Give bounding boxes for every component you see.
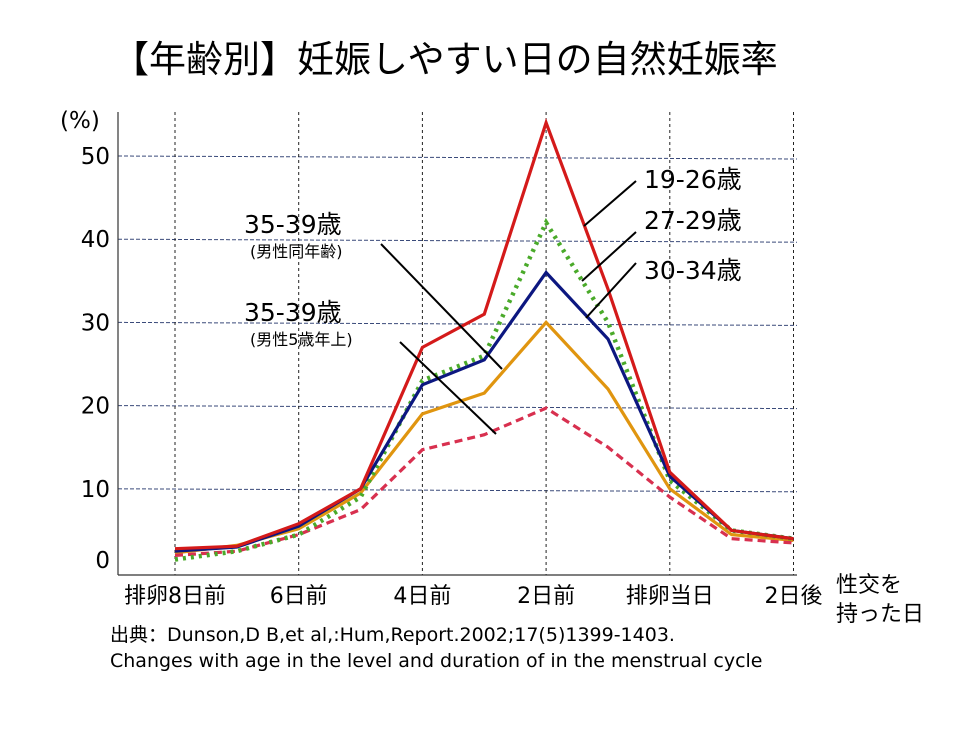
source-line2: Changes with age in the level and durati… [110, 650, 763, 672]
series-sublabel-3: (男性同年齢) [250, 242, 343, 261]
gridline-y-50 [117, 155, 798, 160]
y-tick-0: 0 [95, 548, 110, 574]
x-tick-0: 排卵8日前 [124, 584, 226, 609]
leader-2 [585, 262, 637, 319]
leader-1 [581, 231, 637, 282]
series-lines [174, 117, 794, 562]
series-sublabel-4: (男性5歳年上) [250, 330, 353, 349]
gridline-y-10 [117, 488, 798, 493]
leader-3 [380, 243, 503, 370]
x-tick-5: 2日後 [765, 584, 823, 609]
x-tick-labels: 排卵8日前 6日前 4日前 2日前 排卵当日 2日後 [124, 584, 823, 609]
series-line-1 [174, 217, 794, 562]
x-axis-label-line1: 性交を [836, 573, 902, 598]
y-tick-40: 40 [81, 227, 110, 253]
series-label-0: 19-26歳 [644, 165, 742, 194]
leader-lines [380, 180, 637, 435]
x-tick-2: 4日前 [393, 584, 451, 609]
y-tick-20: 20 [81, 394, 110, 420]
series-label-4: 35-39歳 [244, 298, 342, 327]
series-label-1: 27-29歳 [644, 206, 742, 235]
gridlines [117, 112, 798, 575]
series-line-0 [174, 117, 794, 551]
gridline-y-20 [117, 405, 798, 410]
y-tick-30: 30 [81, 310, 110, 336]
series-label-2: 30-34歳 [644, 256, 742, 285]
x-tick-3: 2日前 [517, 584, 575, 609]
x-tick-1: 6日前 [270, 584, 328, 609]
x-axis-label-line2: 持った日 [836, 602, 924, 627]
source-line1: 出典：Dunson,D B,et al,:Hum,Report.2002;17(… [110, 624, 675, 646]
gridline-y-40 [117, 238, 798, 243]
leader-0 [583, 180, 637, 227]
leader-4 [399, 341, 497, 435]
y-axis-label: (%) [60, 108, 100, 134]
x-tick-4: 排卵当日 [626, 584, 714, 609]
y-tick-labels: 0 10 20 30 40 50 [81, 144, 110, 574]
series-line-2 [174, 269, 794, 553]
axes [117, 112, 797, 576]
y-tick-10: 10 [81, 477, 110, 503]
y-tick-50: 50 [81, 144, 110, 170]
series-label-3: 35-39歳 [244, 210, 342, 239]
series-labels: 19-26歳 27-29歳 30-34歳 35-39歳 (男性同年齢) 35-39歳 (男性… [244, 165, 742, 349]
chart-title: 【年齢別】妊娠しやすい日の自然妊娠率 [112, 38, 778, 81]
